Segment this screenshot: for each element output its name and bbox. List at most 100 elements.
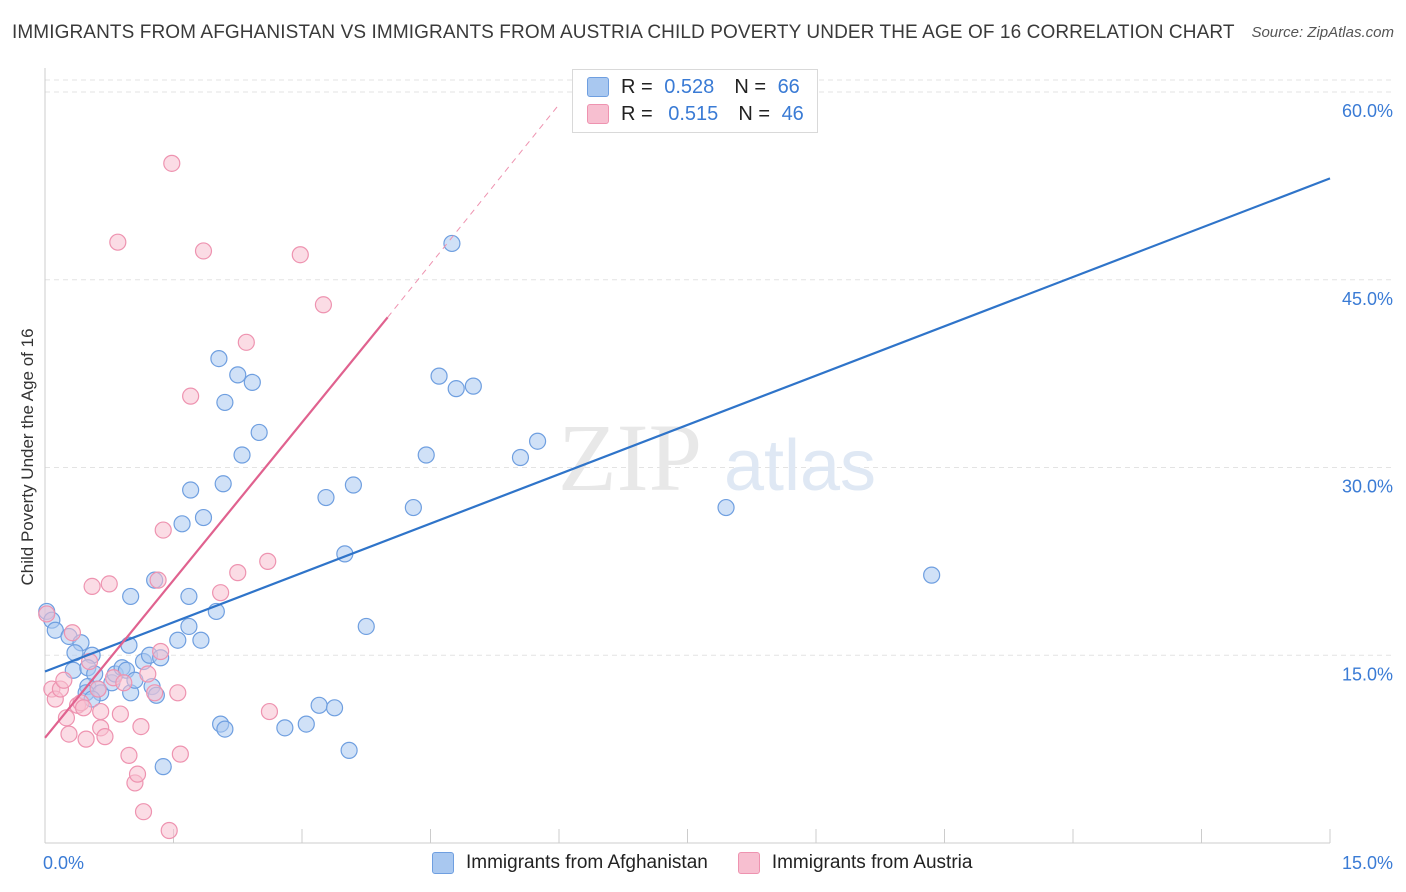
bottom-legend-label-austria: Immigrants from Austria <box>771 852 973 873</box>
austria-point <box>163 154 181 172</box>
watermark-zip: ZIP <box>558 404 702 511</box>
tick-labels: 15.0% 30.0% 45.0% 60.0% 0.0% 15.0% <box>43 101 1393 873</box>
watermark-atlas: atlas <box>724 426 876 506</box>
afghanistan-point <box>216 720 234 738</box>
afghanistan-point <box>511 448 530 467</box>
austria-point <box>57 709 76 727</box>
afghanistan-point <box>214 475 232 493</box>
austria-point <box>38 605 56 623</box>
afghanistan-point <box>357 617 375 636</box>
afghanistan-point <box>417 446 435 464</box>
austria-point <box>60 725 78 743</box>
afghanistan-point <box>122 587 140 606</box>
grid <box>45 79 1395 656</box>
watermark: ZIP atlas <box>558 404 876 511</box>
source-label: Source: ZipAtlas.com <box>1251 24 1394 41</box>
austria-point <box>120 746 138 764</box>
afghanistan-point <box>210 350 228 368</box>
austria-point <box>171 745 189 763</box>
legend-n-label: N = <box>734 75 766 98</box>
austria-point <box>109 233 127 251</box>
afghanistan-point <box>154 758 172 776</box>
austria-point <box>74 699 93 717</box>
afghanistan-point <box>464 377 482 395</box>
austria-point <box>237 333 255 351</box>
austria-point <box>128 765 147 783</box>
austria-point <box>146 684 164 702</box>
points <box>38 154 941 840</box>
afghanistan-point <box>528 432 547 450</box>
legend-swatch-austria <box>587 104 609 124</box>
bottom-legend-austria: Immigrants from Austria <box>737 852 973 874</box>
bottom-legend-swatch-afghanistan <box>432 852 454 874</box>
austria-point <box>160 821 178 840</box>
trendline-austria <box>44 316 389 739</box>
bottom-legend: Immigrants from Afghanistan Immigrants f… <box>432 852 1002 874</box>
austria-point <box>111 705 129 723</box>
bottom-legend-swatch-austria <box>737 852 760 874</box>
afghanistan-point <box>317 488 335 507</box>
y-tick-label: 30.0% <box>1342 477 1393 497</box>
afghanistan-point <box>717 498 735 517</box>
afghanistan-point <box>182 481 200 499</box>
austria-point <box>92 702 110 721</box>
afghanistan-point <box>180 587 198 606</box>
legend-n-value: 46 <box>781 102 804 125</box>
afghanistan-point <box>404 498 422 517</box>
afghanistan-point <box>443 234 461 253</box>
afghanistan-point <box>344 476 362 494</box>
afghanistan-point <box>173 515 191 533</box>
legend-box: R = 0.528 N = 66 R = 0.515 N = 46 <box>572 69 818 133</box>
afghanistan-point <box>923 566 941 584</box>
afghanistan-point <box>447 380 465 398</box>
austria-point <box>139 665 157 683</box>
afghanistan-point <box>310 696 328 714</box>
trendline-austria-extension <box>387 104 560 318</box>
austria-point <box>291 246 309 264</box>
austria-point <box>152 642 170 661</box>
legend-swatch-afghanistan <box>587 77 609 97</box>
austria-point <box>63 624 82 642</box>
afghanistan-point <box>297 715 315 733</box>
austria-point <box>259 552 277 570</box>
austria-point <box>212 584 230 602</box>
austria-point <box>169 684 187 702</box>
afghanistan-point <box>340 741 358 759</box>
y-tick-label: 45.0% <box>1342 289 1393 309</box>
legend-row-afghanistan: R = 0.528 N = 66 <box>587 74 800 100</box>
afghanistan-point <box>180 617 198 636</box>
trend-lines <box>44 104 1331 739</box>
austria-point <box>77 730 95 748</box>
austria-point <box>132 717 150 736</box>
trendline-afghanistan <box>44 177 1331 673</box>
austria-point <box>134 803 153 821</box>
bottom-legend-afghanistan: Immigrants from Afghanistan <box>432 852 708 874</box>
austria-point <box>229 564 247 582</box>
afghanistan-point <box>169 631 187 649</box>
y-tick-label: 15.0% <box>1342 664 1393 684</box>
afghanistan-point <box>243 373 261 391</box>
legend-row-austria: R = 0.515 N = 46 <box>587 101 804 127</box>
austria-point <box>100 575 118 593</box>
chart-title: IMMIGRANTS FROM AFGHANISTAN VS IMMIGRANT… <box>12 22 1235 43</box>
austria-point <box>115 674 133 692</box>
legend-r-value: 0.528 <box>664 75 715 98</box>
afghanistan-point <box>250 423 268 442</box>
austria-point <box>260 702 279 721</box>
austria-point <box>149 571 167 589</box>
afghanistan-point <box>430 367 448 385</box>
afghanistan-point <box>216 393 234 412</box>
austria-point <box>89 680 107 698</box>
austria-point <box>182 387 200 405</box>
afghanistan-point <box>192 631 210 649</box>
austria-point <box>55 671 73 689</box>
afghanistan-point <box>229 366 247 384</box>
legend-r-label: R = <box>621 75 653 98</box>
austria-point <box>154 521 172 539</box>
y-tick-label: 60.0% <box>1342 101 1393 121</box>
austria-point <box>96 728 114 746</box>
legend-r-value: 0.515 <box>668 102 719 125</box>
afghanistan-point <box>194 508 213 527</box>
bottom-legend-label-afghanistan: Immigrants from Afghanistan <box>466 852 708 873</box>
